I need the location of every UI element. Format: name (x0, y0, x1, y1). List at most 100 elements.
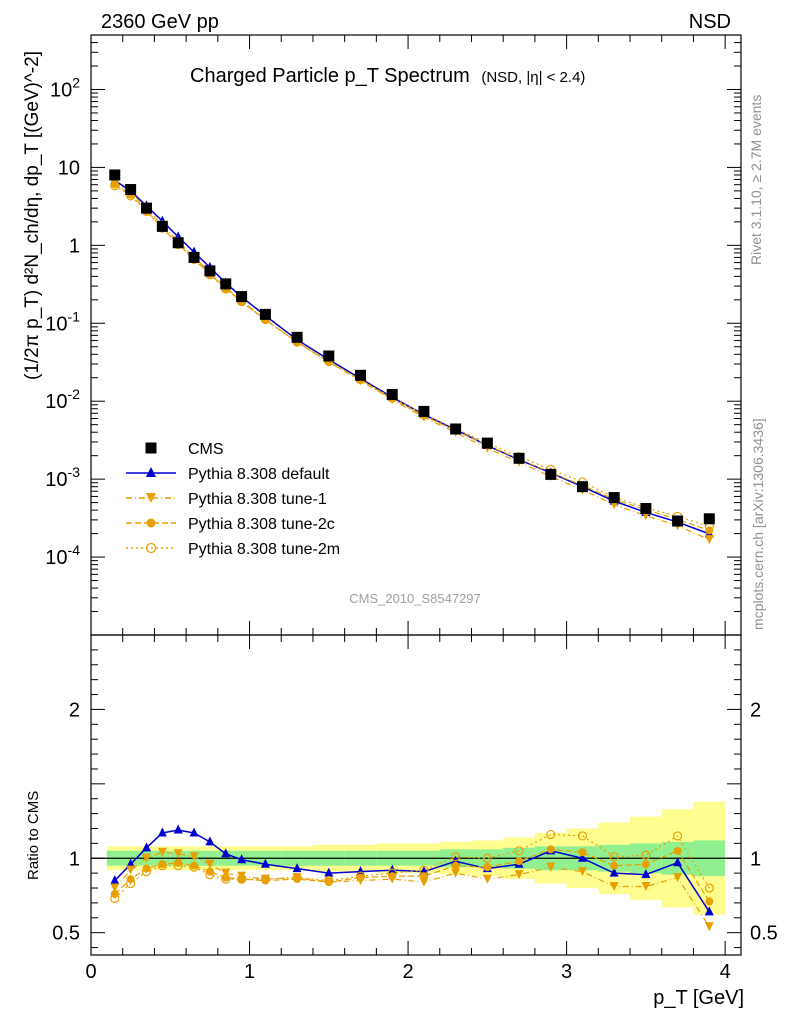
marker-open-circle (546, 829, 556, 840)
marker-square (125, 184, 137, 196)
marker-open-circle (145, 542, 157, 554)
marker-circle (388, 872, 397, 881)
marker-circle (237, 875, 246, 884)
marker-circle (174, 858, 183, 867)
marker-triangle-down (546, 862, 556, 872)
marker-triangle-up (157, 827, 167, 837)
legend-label: CMS (188, 441, 224, 458)
marker-square (386, 388, 398, 400)
marker-open-circle (324, 875, 334, 886)
marker-triangle-up (641, 869, 651, 879)
marker-open-circle (609, 852, 619, 862)
marker-circle (483, 863, 492, 872)
marker-square (640, 502, 652, 514)
marker-square (156, 220, 168, 232)
watermark-label: CMS_2010_S8547297 (349, 591, 481, 606)
marker-circle (142, 864, 151, 873)
marker-triangle-down (157, 847, 167, 857)
marker-triangle-down (704, 922, 714, 932)
x-tick-label: 4 (720, 961, 731, 983)
main-y-axis-label: (1/2π p_T) d²N_ch/dη, dp_T [(GeV)^-2] (22, 51, 43, 380)
marker-open-circle (577, 831, 588, 841)
marker-circle (546, 845, 555, 854)
y-tick-label: 10-1 (45, 308, 80, 335)
marker-open-circle (126, 878, 136, 889)
x-axis-label: p_T [GeV] (653, 987, 744, 1009)
marker-square (545, 468, 557, 480)
marker-circle (705, 897, 714, 906)
main-curve-triangle-down (114, 182, 710, 541)
legend-label: Pythia 8.308 tune-2m (188, 541, 340, 558)
y-tick-label: 10 (58, 157, 80, 179)
x-tick-label: 3 (561, 961, 572, 983)
marker-triangle-down (110, 883, 120, 893)
marker-circle (610, 861, 619, 870)
marker-circle (515, 857, 524, 866)
legend: CMS Pythia 8.308 default Pythia 8.308 tune… (126, 441, 340, 558)
marker-triangle-down (205, 859, 215, 869)
x-tick-label: 1 (244, 961, 255, 983)
marker-square (236, 291, 248, 303)
y-tick-label: 10-4 (45, 542, 80, 569)
marker-triangle-down (146, 493, 156, 503)
marker-triangle-up (673, 857, 683, 867)
marker-triangle-down (419, 877, 429, 887)
y-tick-label: 1 (69, 235, 80, 257)
marker-triangle-up (237, 854, 247, 864)
marker-circle (578, 848, 587, 857)
marker-triangle-down (221, 868, 231, 878)
marker-triangle-down (641, 882, 651, 892)
x-tick-label: 2 (403, 961, 414, 983)
marker-open-circle (451, 852, 461, 862)
ratio-y-tick-label-right: 2 (750, 699, 761, 721)
marker-triangle-down (609, 882, 619, 892)
y-tick-label: 102 (50, 74, 80, 101)
marker-circle (451, 861, 460, 870)
marker-open-circle (704, 883, 714, 893)
marker-triangle-down (451, 868, 461, 878)
marker-open-circle (482, 853, 492, 863)
ratio-y-tick-label-right: 1 (750, 848, 761, 870)
marker-open-circle (157, 861, 167, 871)
legend-label: Pythia 8.308 tune-1 (188, 491, 327, 508)
marker-square (418, 405, 430, 417)
marker-triangle-up (704, 906, 714, 916)
marker-open-circle (173, 861, 183, 871)
marker-triangle-down (482, 874, 492, 884)
marker-square (204, 265, 216, 277)
marker-triangle-up (126, 858, 136, 868)
marker-square (481, 437, 493, 449)
marker-open-circle (672, 831, 683, 841)
marker-open-circle (387, 868, 397, 878)
marker-open-circle (292, 873, 302, 883)
marker-triangle-up (141, 842, 151, 852)
marker-square (172, 237, 184, 249)
marker-triangle-down (577, 867, 587, 877)
legend-label: Pythia 8.308 tune-2c (188, 516, 335, 533)
marker-open-circle (260, 874, 270, 884)
marker-open-circle (419, 865, 429, 875)
marker-triangle-up (577, 852, 587, 862)
ratio-curve-triangle-down (114, 851, 710, 928)
marker-circle (205, 867, 214, 876)
header-right: NSD (689, 11, 731, 33)
marker-open-circle (641, 850, 651, 860)
marker-triangle-up (260, 858, 270, 868)
marker-triangle-up (110, 875, 120, 885)
marker-triangle-down (173, 849, 183, 859)
marker-square (259, 308, 271, 320)
marker-triangle-down (673, 873, 683, 883)
marker-triangle-up (205, 836, 215, 846)
ratio-y-tick-label: 1 (69, 848, 80, 870)
marker-open-circle (355, 871, 366, 881)
marker-square (291, 331, 303, 343)
marker-square (188, 251, 200, 263)
marker-triangle-up (609, 867, 619, 877)
marker-square (703, 513, 715, 525)
x-tick-label: 0 (85, 961, 96, 983)
legend-label: Pythia 8.308 default (188, 466, 330, 483)
marker-triangle-up (292, 863, 302, 873)
data-markers (109, 169, 715, 932)
marker-square (109, 169, 121, 181)
